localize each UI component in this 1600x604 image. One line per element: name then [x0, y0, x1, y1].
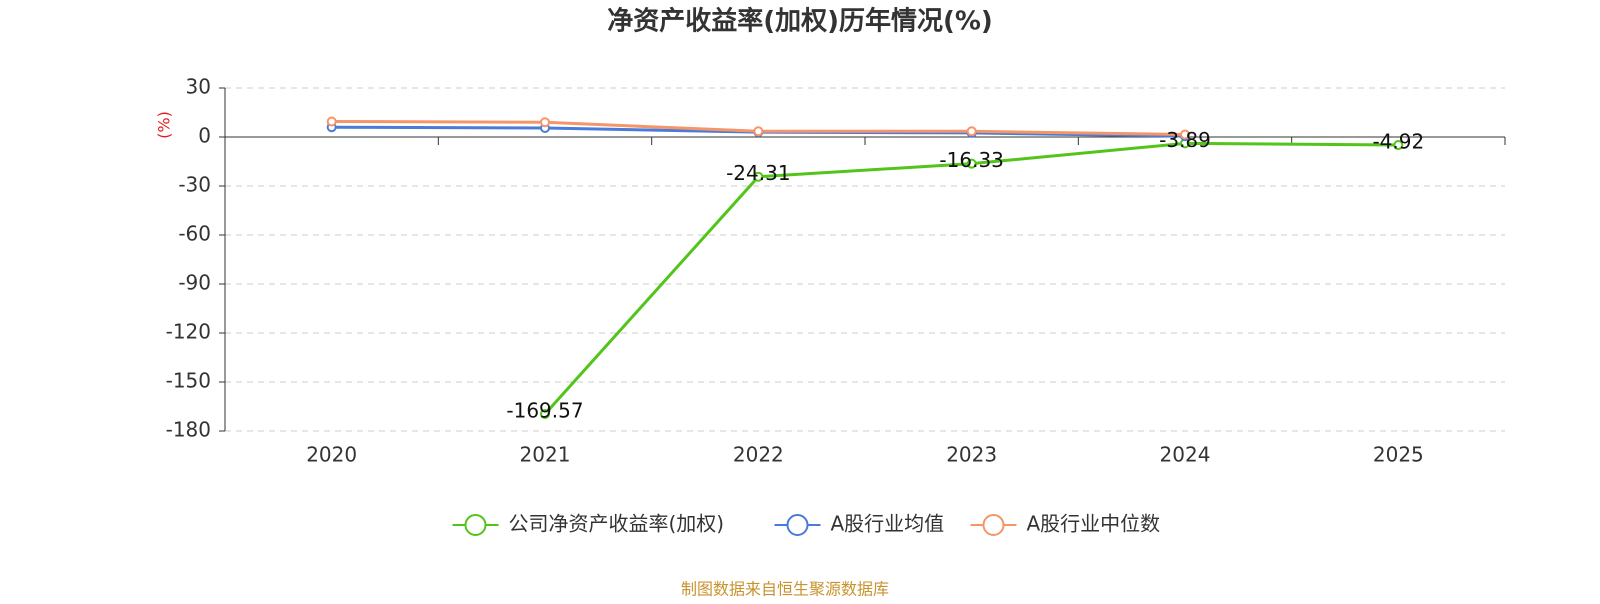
x-tick-label: 2024: [1160, 443, 1211, 467]
y-tick-label: 30: [186, 75, 211, 99]
point: [966, 158, 977, 169]
series-line: [543, 141, 1399, 415]
y-tick-label: -60: [178, 222, 211, 246]
y-tick-label: -150: [166, 369, 211, 393]
point: [326, 116, 337, 127]
source-note: 制图数据来自恒生聚源数据库: [681, 580, 889, 599]
y-tick-label: 0: [198, 124, 211, 148]
legend-label: 公司净资产收益率(加权): [509, 512, 725, 536]
legend-label: A股行业中位数: [1027, 512, 1161, 536]
point: [540, 117, 550, 128]
legend-marker: [786, 514, 809, 536]
y-tick-label: -90: [178, 271, 211, 295]
data-label: -16.33: [939, 148, 1003, 172]
y-tick-label: -180: [166, 418, 211, 442]
x-tick-label: 2022: [733, 443, 784, 467]
point: [753, 126, 764, 137]
legend-marker: [982, 514, 1005, 536]
y-axis-label: (%): [155, 111, 174, 139]
data-label: -4.92: [1372, 130, 1424, 154]
x-tick-label: 2025: [1373, 443, 1424, 467]
point: [540, 408, 550, 419]
point: [1393, 140, 1404, 151]
y-tick-label: -120: [166, 320, 211, 344]
chart-title: 净资产收益率(加权)历年情况(%): [607, 6, 993, 37]
point: [1180, 129, 1190, 140]
x-tick-label: 2020: [306, 443, 357, 467]
data-label: -169.57: [506, 398, 583, 422]
y-tick-label: -30: [178, 173, 211, 197]
point: [753, 171, 764, 182]
x-tick-label: 2023: [946, 443, 997, 467]
legend-label: A股行业均值: [831, 512, 945, 536]
data-label: -3.89: [1159, 128, 1211, 152]
legend-marker: [464, 514, 487, 536]
x-tick-label: 2021: [520, 443, 571, 467]
data-label: -24.31: [726, 161, 790, 185]
point: [966, 126, 977, 137]
